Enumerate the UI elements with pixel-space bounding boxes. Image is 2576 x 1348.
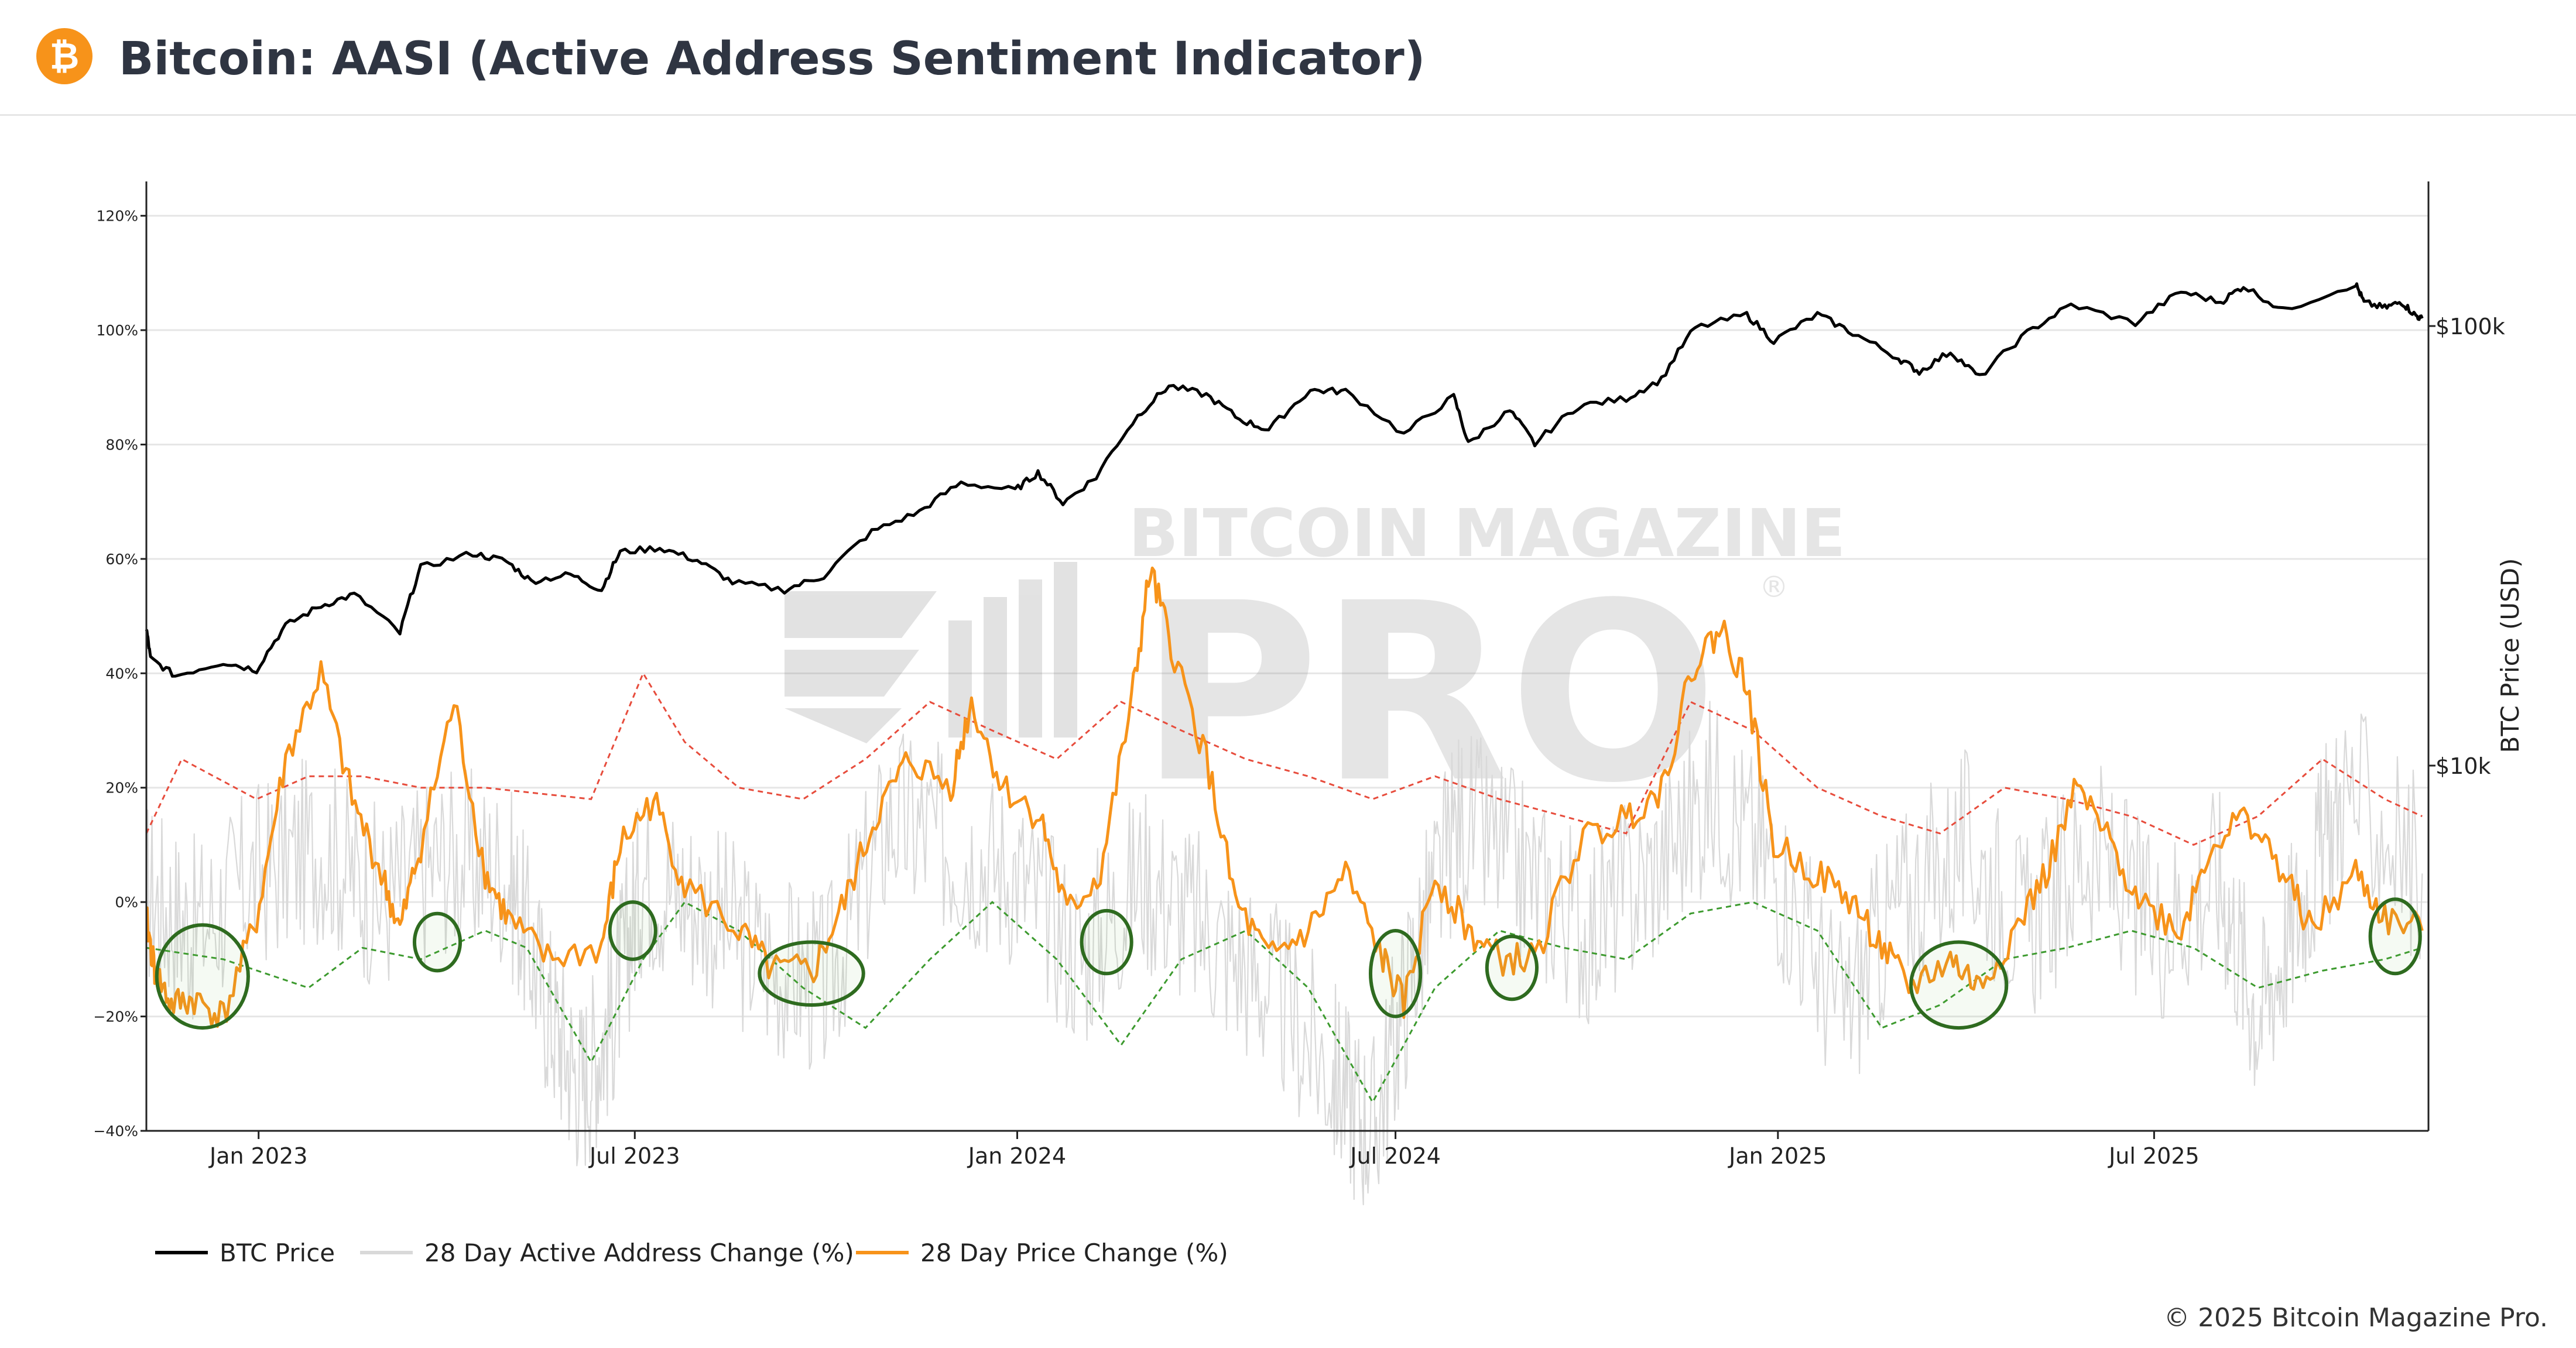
x-tick-label-0: Jan 2023 [208,1143,307,1169]
legend-label-2: 28 Day Active Address Change (%) [424,1239,854,1267]
y-right-axis-title: BTC Price (USD) [2496,558,2524,753]
y-left-tick-label-8: 120% [97,208,138,225]
buy-zone-circle-4 [758,940,865,1007]
series-layer [145,282,2424,1206]
buy-zone-circle-9 [2368,897,2422,976]
annotations [155,897,2422,1030]
buy-zone-circle-1 [155,923,250,1030]
x-tick-label-3: Jul 2024 [1349,1143,1441,1169]
lower-band-line [146,901,2423,1105]
upper-band-line [145,671,2423,846]
y-right-tick-label-1: $100k [2435,314,2505,339]
header: ₿ Bitcoin: AASI (Active Address Sentimen… [0,0,2576,116]
watermark-line1: BITCOIN MAGAZINE [1128,496,1845,572]
active-address-change-line [145,701,2423,1206]
x-tick-label-4: Jan 2025 [1728,1143,1827,1169]
watermark: BITCOIN MAGAZINE PRO ® [785,496,1846,837]
y-left-tick-label-2: 0% [115,894,138,911]
y-right-tick-label-0: $10k [2435,753,2491,779]
y-left-tick-label-4: 40% [105,665,138,682]
x-tick-label-2: Jan 2024 [967,1143,1066,1169]
page-title: Bitcoin: AASI (Active Address Sentiment … [119,33,1426,85]
buy-zone-circle-8 [1909,940,2009,1030]
legend-label-1: BTC Price [220,1239,335,1267]
y-left-tick-label-5: 60% [105,551,138,568]
buy-zone-circle-3 [608,900,657,961]
y-left-tick-label-6: 80% [105,436,138,453]
bitcoin-logo-icon: ₿ [36,28,93,84]
buy-zone-circle-5 [1080,908,1133,976]
legend: BTC Price 28 Day Active Address Change (%… [155,1239,1228,1267]
x-tick-label-1: Jul 2023 [588,1143,680,1169]
price-change-line [145,566,2424,1028]
y-left-tick-label-7: 100% [97,322,138,339]
y-left-tick-label-1: −20% [93,1009,138,1025]
btc-price-line [145,282,2424,678]
buy-zone-circle-7 [1485,934,1539,1001]
buy-zone-circle-2 [412,911,463,973]
buy-zone-circle-6 [1369,929,1423,1018]
watermark-line2: PRO [1139,551,1718,837]
y-left-tick-label-0: −40% [93,1123,138,1140]
legend-label-3: 28 Day Price Change (%) [920,1239,1228,1267]
x-tick-label-5: Jul 2025 [2108,1143,2200,1169]
copyright-text: © 2025 Bitcoin Magazine Pro. [2164,1303,2548,1333]
watermark-chart-icon [785,562,1077,743]
y-left-tick-label-3: 20% [105,780,138,797]
axes: −40% −20% 0% 20% 40% 60% 80% 100% 120% Jan 2023 Ju… [93,181,2524,1169]
watermark-registered-mark: ® [1759,570,1789,604]
